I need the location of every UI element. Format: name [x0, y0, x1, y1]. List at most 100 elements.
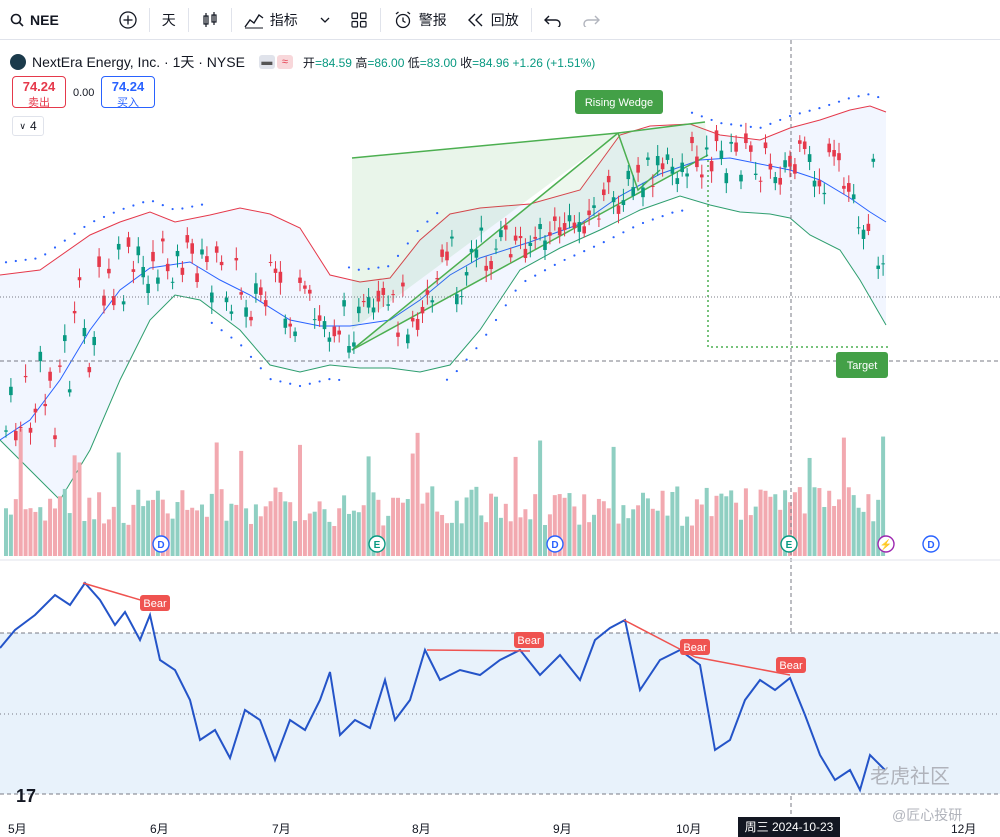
symbol-search[interactable]: NEE [0, 0, 69, 40]
divider [230, 7, 232, 32]
candle-body [92, 336, 96, 346]
sar-dot [465, 358, 468, 361]
candle-body [543, 240, 547, 250]
sar-dot [485, 333, 488, 336]
candle-body [391, 294, 395, 296]
price-chart[interactable]: D E D E ⚡ D Rising Wedge Target Bear Bear Bear Bea… [0, 40, 1000, 837]
candle-body [636, 164, 640, 173]
volume-bar [469, 489, 474, 556]
sar-dot [4, 261, 8, 264]
candle-body [553, 216, 557, 221]
candle-body [259, 287, 263, 295]
volume-bar [53, 508, 57, 556]
volume-bar [508, 521, 513, 556]
bear-label-text: Bear [143, 598, 167, 610]
close-label: 收 [460, 55, 473, 70]
layouts-button[interactable] [340, 0, 378, 40]
volume-bar [841, 437, 846, 556]
x-axis-label: 10月 [676, 822, 702, 836]
candle-body [459, 296, 464, 298]
candle-body [63, 335, 67, 342]
candle-body [641, 187, 645, 198]
volume-bar [881, 436, 886, 556]
sar-dot [142, 201, 145, 204]
sar-dot [739, 124, 743, 127]
sar-dot [671, 211, 674, 214]
volume-bar [734, 502, 739, 556]
volume-bar [792, 492, 797, 556]
interval-button[interactable]: 天 [152, 0, 186, 40]
volume-bar [430, 486, 435, 556]
candle-body [347, 346, 351, 353]
bear-divergence-line [426, 649, 531, 652]
minus-icon[interactable]: ▬ [258, 55, 275, 69]
volume-bar [342, 495, 347, 556]
sar-dot [573, 254, 576, 257]
candle-body [675, 178, 680, 185]
redo-button[interactable] [572, 0, 610, 40]
candle-body [293, 331, 297, 337]
sar-dot [436, 211, 439, 215]
candle-body [77, 277, 82, 281]
sar-dot [455, 369, 458, 373]
candle-body [214, 246, 219, 253]
candle-body [783, 160, 787, 168]
volume-bar [498, 517, 503, 556]
replay-button[interactable]: 回放 [457, 0, 529, 40]
x-axis-label: 12月 [951, 822, 977, 836]
sar-dot [44, 253, 47, 256]
candle-body [655, 156, 660, 166]
candle-body [685, 173, 689, 177]
candle-body [704, 147, 709, 150]
candle-body [504, 225, 508, 230]
bollinger-basis-line [0, 157, 887, 441]
wave-icon[interactable]: ≈ [276, 55, 293, 69]
candle-body [67, 389, 72, 393]
volume-bar [763, 490, 768, 556]
undo-button[interactable] [534, 0, 572, 40]
volume-bar [606, 508, 611, 556]
sell-button[interactable]: 74.24 卖出 [12, 76, 66, 109]
volume-bar [802, 513, 807, 556]
bear-label-box [514, 632, 544, 648]
volume-bar [263, 506, 268, 556]
candle-body [102, 295, 106, 306]
candle-body [763, 142, 768, 149]
target-label-text: Target [847, 360, 878, 372]
sar-dot [132, 204, 135, 207]
compare-button[interactable] [109, 0, 147, 40]
indicators-button[interactable]: 指标 [234, 0, 340, 40]
candle-body [342, 300, 346, 307]
legend-controls[interactable]: ▬ ≈ [258, 55, 295, 69]
candle-body [572, 222, 577, 229]
event-label: D [927, 540, 934, 551]
sar-dot [416, 229, 419, 233]
chart-type-button[interactable] [191, 0, 229, 40]
volume-bar [209, 493, 214, 556]
volume-bar [636, 505, 641, 556]
volume-bar [351, 510, 356, 556]
volume-bar [131, 504, 136, 556]
alert-button[interactable]: 警报 [383, 0, 457, 40]
volume-bar [62, 488, 67, 556]
volume-bar [650, 508, 655, 556]
candle-body [871, 158, 876, 162]
volume-bar [283, 501, 288, 556]
volume-bar [596, 498, 601, 556]
sar-dot [837, 100, 841, 103]
sar-dot [563, 258, 566, 262]
candle-body [161, 238, 165, 242]
candle-body [557, 227, 562, 236]
sar-dot [808, 109, 811, 112]
sar-dot [867, 93, 870, 96]
wedge-apex-line [617, 121, 706, 134]
volume-bar [278, 492, 283, 556]
candle-body [327, 337, 332, 342]
volume-bar [876, 499, 881, 556]
buy-button[interactable]: 74.24 买入 [101, 76, 155, 109]
sar-dot [181, 207, 184, 210]
sar-dot [406, 242, 409, 245]
sar-dot [700, 115, 703, 118]
indicators-collapse-button[interactable]: ∨ 4 [12, 116, 44, 136]
volume-bar [655, 510, 660, 556]
